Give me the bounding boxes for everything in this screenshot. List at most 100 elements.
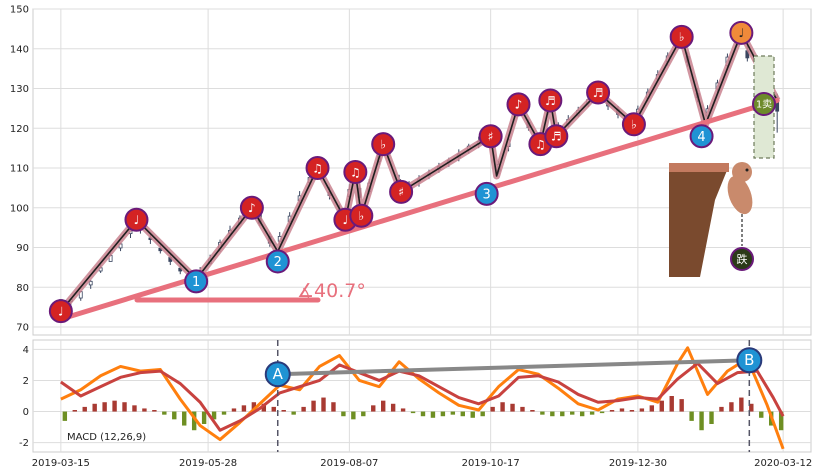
macd-histogram-bar (301, 406, 306, 412)
price-y-ticks: 70 80 90 100 110 120 130 140 150 (10, 5, 29, 334)
macd-histogram-bar (699, 411, 704, 431)
note-marker: ♭ (371, 132, 396, 157)
macd-histogram-bar (201, 411, 207, 424)
x-tick-label: 2019-03-15 (32, 458, 90, 469)
wave-number-marker-circle (474, 181, 499, 206)
macd-histogram-bar (749, 403, 754, 412)
macd-histogram-bar (530, 410, 535, 412)
macd-line (60, 346, 785, 450)
wave-number-marker-label: 3 (483, 188, 491, 203)
note-marker-label: ♭ (358, 209, 364, 223)
note-marker: ♩ (48, 299, 73, 324)
note-marker-label: ♬ (593, 86, 604, 100)
note-marker-label: ♪ (248, 201, 256, 215)
trendline (58, 97, 780, 322)
note-marker-label: ♫ (312, 161, 323, 175)
macd-divergence-line (277, 358, 750, 377)
macd-histogram-bar (470, 411, 475, 418)
macd-point-marker: A (264, 361, 291, 388)
wave-number-marker-label: 4 (697, 130, 705, 145)
note-marker-label: ♪ (515, 98, 523, 112)
macd-histogram-bar (410, 411, 416, 414)
macd-histogram-bar (629, 410, 635, 412)
macd-histogram-bar (639, 408, 645, 412)
macd-histogram-bar (430, 411, 436, 418)
macd-histogram-bar (689, 411, 694, 421)
macd-histogram-bar (560, 411, 565, 417)
cliff-shape (669, 168, 728, 277)
price-markers: ♩ ♩ ♪ ♫ ♩ ♫ ♭ ♭ ♯ ♯ ♪ ♫ ♬ ♬ ♬ ♭ ♭ ♩ 1 2 3 4 1卖跌 (48, 20, 776, 324)
bear-marker: 跌 (730, 247, 754, 271)
macd-histogram-bar (331, 402, 336, 412)
macd-histogram-bar (82, 406, 87, 412)
note-marker-circle (343, 160, 368, 184)
macd-point-circle (736, 347, 763, 374)
note-marker-label: ♫ (350, 165, 361, 179)
note-marker-label: ♩ (134, 213, 140, 227)
macd-histogram-bar (152, 410, 157, 412)
wave-number-marker: 1 (184, 269, 209, 294)
macd-histogram-bar (191, 411, 197, 431)
bear-marker-circle (730, 247, 754, 271)
bear-marker-label: 跌 (737, 252, 748, 266)
note-marker: ♭ (621, 112, 646, 137)
note-marker: ♭ (349, 203, 374, 228)
x-tick-label: 2019-10-17 (462, 458, 520, 469)
price-y-tick-label: 150 (10, 5, 29, 16)
macd-histogram-bar (500, 402, 505, 412)
note-marker-circle (478, 124, 503, 149)
macd-histogram-bar (142, 408, 147, 412)
bear-illustration (669, 162, 753, 277)
macd-histogram-bar (579, 411, 585, 417)
trendline-stroke (58, 97, 780, 322)
bear-body (727, 175, 753, 215)
macd-histogram-bar (778, 411, 784, 431)
note-marker: ♪ (239, 195, 264, 220)
macd-histogram-bar (291, 411, 296, 415)
sell-marker-label: 1卖 (756, 99, 772, 111)
macd-histogram-bar (619, 408, 625, 412)
x-tick-label: 2020-03-12 (754, 458, 812, 469)
price-y-tick-label: 70 (16, 323, 29, 334)
macd-y-ticks: 4 2 0 -2 (19, 345, 29, 449)
note-marker-circle (621, 112, 646, 137)
note-marker-circle (349, 203, 374, 228)
note-marker: ♬ (544, 124, 569, 149)
macd-histogram-bar (440, 411, 446, 417)
macd-histogram-bar (211, 411, 217, 420)
note-marker-circle (239, 195, 264, 220)
macd-title: MACD (12,26,9) (67, 432, 146, 443)
macd-histogram-bar (739, 397, 744, 412)
macd-histogram-bar (510, 403, 515, 412)
note-marker-label: ♭ (679, 30, 685, 44)
macd-y-tick-label: -2 (19, 438, 29, 449)
macd-plot-area (32, 339, 812, 453)
macd-histogram-bar (221, 411, 227, 415)
macd-histogram-bar (72, 410, 77, 412)
macd-histogram-bar (281, 410, 286, 412)
note-marker: ♫ (305, 156, 330, 181)
cliff-edge (669, 163, 729, 172)
note-marker-label: ♬ (551, 130, 562, 144)
macd-histogram-bar (62, 411, 68, 421)
macd-histogram-bar (669, 396, 674, 412)
x-tick-label: 2019-08-07 (320, 458, 378, 469)
sell-marker: 1卖 (752, 92, 776, 116)
note-marker: ♬ (586, 80, 611, 105)
candle-body (88, 280, 93, 286)
macd-histogram-bar (490, 406, 495, 412)
note-marker-label: ♭ (631, 118, 637, 132)
macd-point-label: B (744, 351, 754, 369)
macd-point-circle (264, 361, 291, 388)
price-y-tick-label: 80 (16, 283, 29, 294)
macd-y-tick-label: 2 (23, 376, 29, 387)
macd-y-tick-label: 4 (23, 345, 29, 356)
macd-histogram-bar (659, 400, 664, 412)
macd-histogram-bar (361, 411, 366, 417)
note-marker-circle (669, 24, 694, 49)
macd-histogram-bar (570, 411, 575, 415)
macd-histogram-bar (112, 400, 117, 412)
note-marker: ♪ (506, 92, 531, 117)
macd-histogram-bar (729, 402, 734, 412)
